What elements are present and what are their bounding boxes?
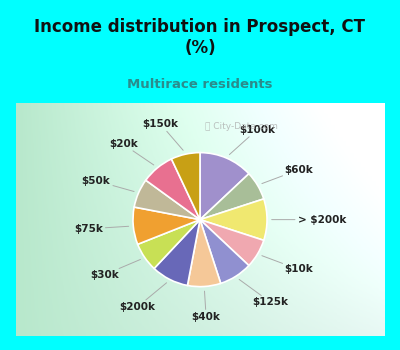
Text: $200k: $200k	[120, 283, 166, 312]
Text: $30k: $30k	[90, 259, 140, 280]
Text: $150k: $150k	[143, 119, 183, 150]
Text: $100k: $100k	[230, 125, 275, 155]
Text: $125k: $125k	[239, 279, 288, 307]
Wedge shape	[200, 174, 264, 220]
Text: Income distribution in Prospect, CT
(%): Income distribution in Prospect, CT (%)	[34, 18, 366, 57]
Wedge shape	[146, 159, 200, 220]
Text: > $200k: > $200k	[272, 215, 346, 225]
Wedge shape	[188, 220, 221, 287]
Text: Multirace residents: Multirace residents	[127, 78, 273, 91]
Text: $60k: $60k	[262, 165, 313, 184]
Text: $40k: $40k	[192, 291, 220, 322]
Wedge shape	[200, 199, 267, 240]
Wedge shape	[200, 220, 264, 266]
Text: ⓘ City-Data.com: ⓘ City-Data.com	[206, 122, 278, 131]
Text: $10k: $10k	[262, 256, 313, 274]
Text: $50k: $50k	[82, 176, 134, 191]
Wedge shape	[200, 153, 249, 220]
Text: $75k: $75k	[74, 224, 129, 234]
Wedge shape	[134, 180, 200, 220]
Wedge shape	[133, 207, 200, 244]
Wedge shape	[154, 220, 200, 286]
Wedge shape	[138, 220, 200, 268]
Text: $20k: $20k	[109, 139, 154, 165]
Wedge shape	[200, 220, 249, 284]
Wedge shape	[172, 153, 200, 220]
